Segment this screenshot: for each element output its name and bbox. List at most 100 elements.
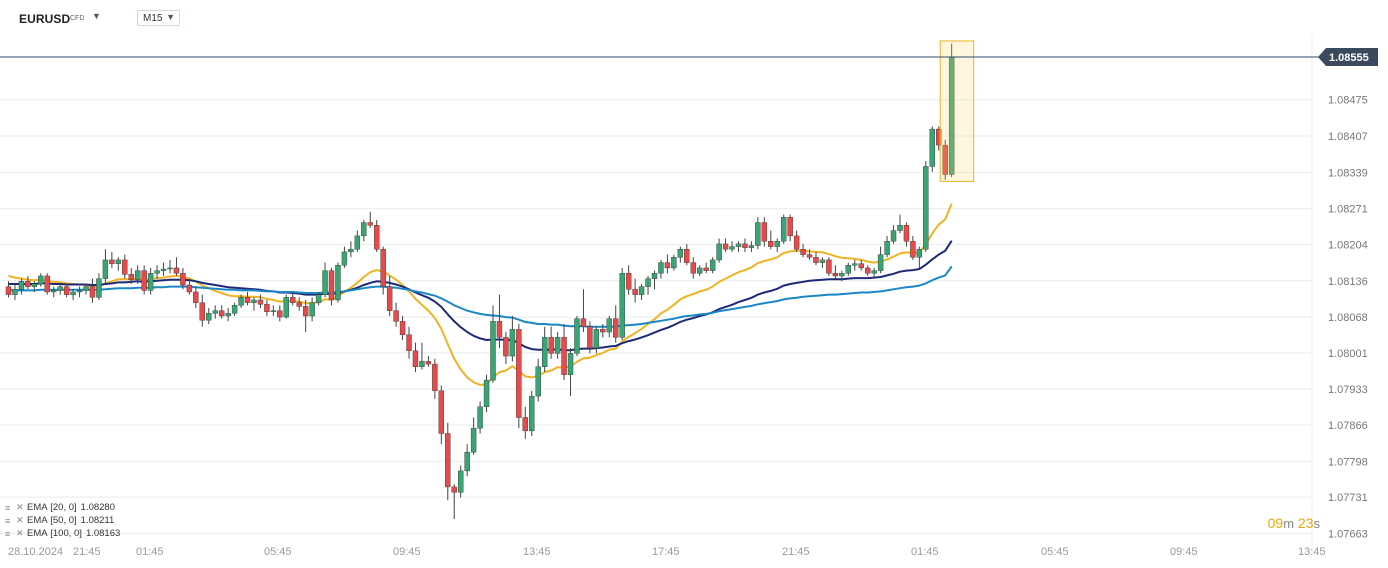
candle-body xyxy=(554,337,561,354)
chart-toolbar: EURUSD CFD ▼ M15 ▼ xyxy=(0,0,1388,34)
candle xyxy=(238,294,244,308)
candle xyxy=(490,305,496,383)
candle xyxy=(264,299,270,317)
candle xyxy=(936,126,942,151)
legend-value: 1.08211 xyxy=(80,515,115,526)
candle-body xyxy=(806,254,813,258)
candle xyxy=(386,275,393,317)
candle-body xyxy=(335,265,341,301)
candle-body xyxy=(38,275,44,285)
candle xyxy=(587,321,593,354)
candle-body xyxy=(322,270,328,295)
timeframe-selector[interactable]: M15 ▼ xyxy=(137,10,180,26)
candle-body xyxy=(852,263,858,266)
candle-body xyxy=(567,353,574,375)
timeframe-label: M15 xyxy=(143,13,163,24)
candle-body xyxy=(496,321,503,338)
candle-body xyxy=(180,273,186,286)
candle-body xyxy=(438,390,445,434)
candle xyxy=(432,358,438,399)
candle xyxy=(470,417,477,455)
candle xyxy=(451,484,457,519)
candle-body xyxy=(716,243,722,261)
candle xyxy=(522,406,528,439)
candle-body xyxy=(147,273,154,291)
candle-body xyxy=(167,267,173,270)
candle-body xyxy=(44,275,50,293)
x-tick-label: 21:45 xyxy=(782,546,810,558)
candle-body xyxy=(70,291,76,295)
candle xyxy=(877,246,884,274)
candle-body xyxy=(361,222,367,237)
candle xyxy=(832,265,839,279)
y-tick-label: 1.08407 xyxy=(1328,131,1368,143)
candle-body xyxy=(490,321,496,381)
close-icon[interactable]: ✕ xyxy=(16,502,24,512)
candle-body xyxy=(141,270,147,291)
candle xyxy=(283,294,289,319)
candle-body xyxy=(212,310,218,314)
candle xyxy=(412,342,419,373)
candle xyxy=(923,161,929,252)
candle xyxy=(406,326,412,359)
candle-body xyxy=(541,337,548,367)
candle-body xyxy=(425,361,432,365)
candle xyxy=(425,356,432,367)
candle xyxy=(645,275,651,295)
candle-body xyxy=(206,313,212,321)
ema-line xyxy=(8,203,953,386)
candle-body xyxy=(31,283,38,287)
y-tick-label: 1.07933 xyxy=(1328,384,1368,396)
close-icon[interactable]: ✕ xyxy=(16,528,24,538)
list-icon[interactable]: ≡ xyxy=(5,515,11,526)
candle xyxy=(147,267,154,295)
candle-body xyxy=(651,273,658,279)
candle-body xyxy=(516,329,522,418)
candle-body xyxy=(735,243,742,247)
candle xyxy=(57,283,63,295)
candle xyxy=(509,316,516,362)
candle xyxy=(535,358,541,402)
candle-body xyxy=(57,286,63,291)
legend-row-ema100: ≡ ✕ EMA [100, 0] 1.08163 xyxy=(5,527,120,540)
candle xyxy=(845,262,851,276)
candle xyxy=(122,254,128,279)
candle xyxy=(813,251,819,266)
candle xyxy=(225,307,231,322)
current-price-badge xyxy=(1318,47,1378,66)
candle xyxy=(890,225,897,244)
candle xyxy=(302,299,309,333)
candle-body xyxy=(600,329,606,333)
caret-down-icon[interactable]: ▼ xyxy=(92,11,101,21)
candle-body xyxy=(684,249,690,263)
list-icon[interactable]: ≡ xyxy=(5,502,11,513)
candle xyxy=(335,262,341,303)
candle xyxy=(315,291,322,306)
symbol-selector[interactable]: EURUSD xyxy=(19,12,71,26)
list-icon[interactable]: ≡ xyxy=(5,528,11,539)
candle xyxy=(76,286,83,298)
candle-body xyxy=(561,337,567,375)
candles xyxy=(5,43,955,519)
candle-body xyxy=(638,286,645,295)
close-icon[interactable]: ✕ xyxy=(16,515,24,525)
candle-body xyxy=(742,243,748,248)
candle-body xyxy=(257,299,264,305)
candle xyxy=(244,291,251,306)
candle-body xyxy=(664,262,671,269)
candle xyxy=(910,235,916,260)
y-tick-label: 1.07798 xyxy=(1328,456,1368,468)
candle-body xyxy=(348,249,354,253)
candle-body xyxy=(923,166,929,250)
candle xyxy=(251,297,257,311)
candle xyxy=(735,241,742,252)
candle xyxy=(361,219,367,242)
candle-body xyxy=(277,310,283,318)
candle xyxy=(367,211,373,228)
x-tick-label: 28.10.2024 xyxy=(8,546,63,558)
candle-body xyxy=(632,289,638,295)
candle xyxy=(464,444,470,477)
candle xyxy=(458,465,464,498)
candle-body xyxy=(102,259,109,279)
